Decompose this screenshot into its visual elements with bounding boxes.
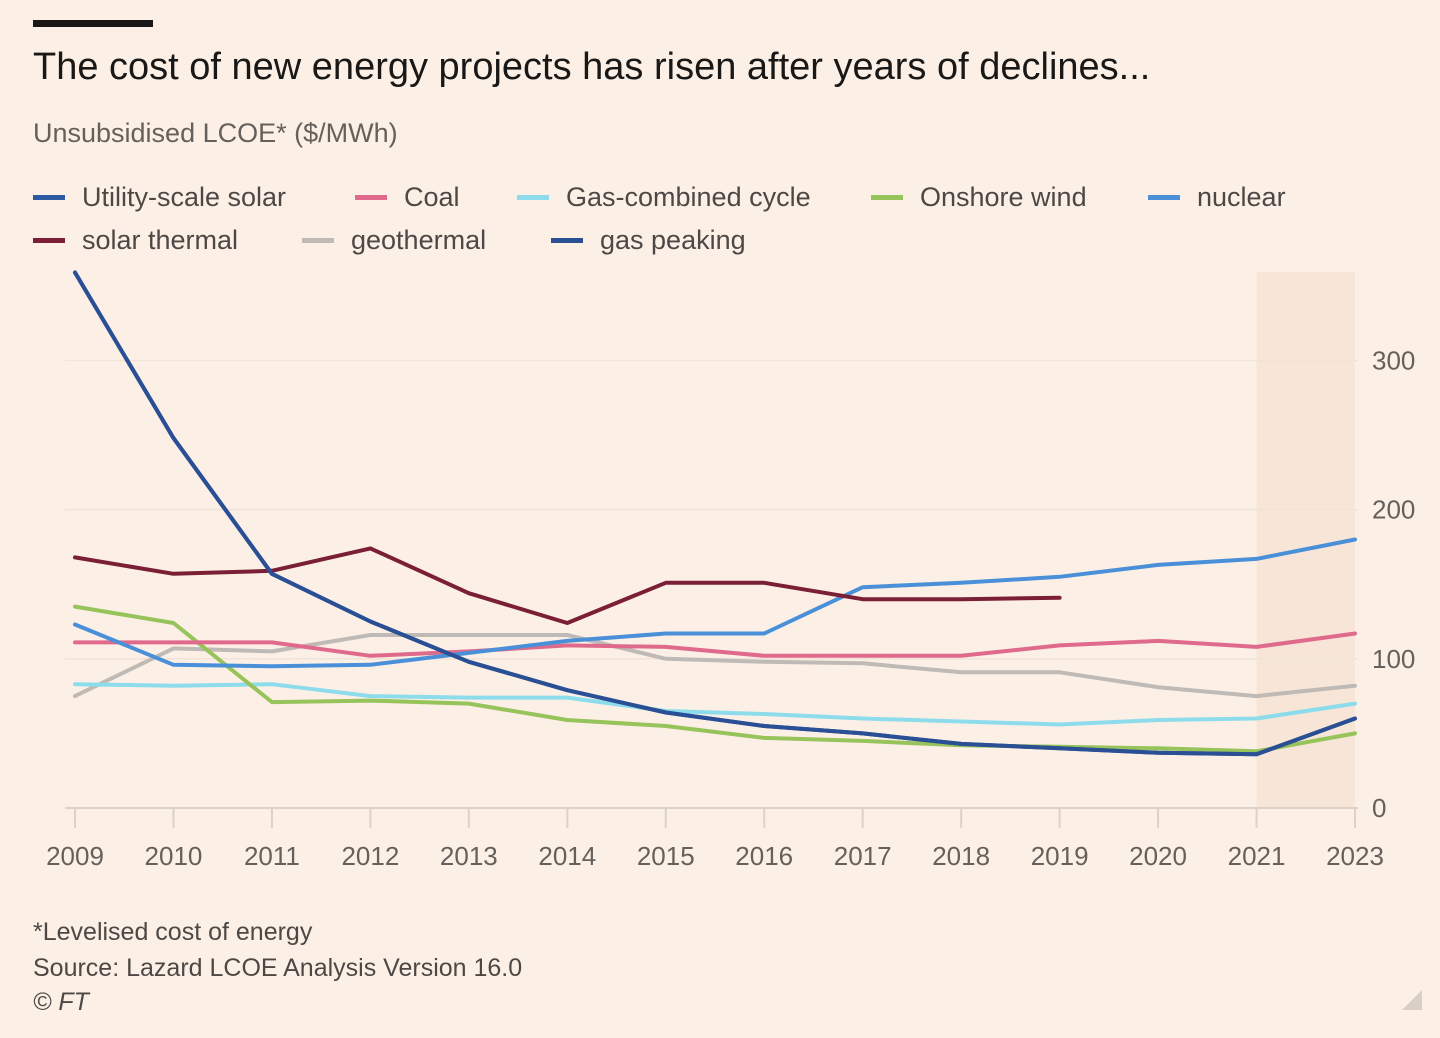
legend-label: Gas-combined cycle [566, 182, 811, 212]
series-line-gas-peaking [73, 270, 1357, 757]
legend-swatch [517, 195, 549, 200]
legend-item-utility-scale-solar: Utility-scale solar [33, 182, 286, 213]
y-tick-label: 300 [1372, 345, 1415, 375]
legend-label: Coal [404, 182, 460, 212]
legend-label: gas peaking [600, 225, 746, 255]
copyright-note: © FT [33, 988, 89, 1016]
legend-item-nuclear: nuclear [1148, 182, 1286, 213]
series-line-onshore-wind [73, 604, 1357, 754]
x-tick-label: 2019 [1031, 841, 1089, 871]
legend-swatch [33, 238, 65, 243]
x-tick-label: 2014 [538, 841, 596, 871]
legend-item-onshore-wind: Onshore wind [871, 182, 1087, 213]
series-line-geothermal [73, 633, 1357, 699]
legend-label: nuclear [1197, 182, 1286, 212]
legend-label: solar thermal [82, 225, 239, 255]
legend-label: Onshore wind [920, 182, 1087, 212]
source-note: Source: Lazard LCOE Analysis Version 16.… [33, 954, 523, 982]
legend-item-gas-peaking: gas peaking [551, 225, 746, 256]
x-tick-label: 2012 [341, 841, 399, 871]
x-tick-label: 2020 [1129, 841, 1187, 871]
x-tick-label: 2018 [932, 841, 990, 871]
legend-item-solar-thermal: solar thermal [33, 225, 238, 256]
legend-swatch [871, 195, 903, 200]
footnote: *Levelised cost of energy [33, 918, 313, 946]
series-line-utility-scale-solar [73, 270, 1357, 757]
legend-label: geothermal [351, 225, 487, 255]
x-tick-label: 2017 [834, 841, 892, 871]
legend-item-gas-combined-cycle: Gas-combined cycle [517, 182, 811, 213]
x-tick-label: 2010 [145, 841, 203, 871]
shaded-period-band [1256, 272, 1355, 808]
chart-title: The cost of new energy projects has rise… [33, 46, 1151, 88]
x-tick-label: 2011 [244, 841, 300, 871]
x-tick-label: 2013 [440, 841, 498, 871]
y-tick-label: 0 [1372, 793, 1386, 823]
x-tick-label: 2016 [735, 841, 793, 871]
series-line-solar-thermal [73, 546, 1062, 625]
legend-swatch [551, 238, 583, 243]
x-tick-label: 2015 [637, 841, 695, 871]
y-tick-label: 200 [1372, 495, 1415, 525]
series-line-nuclear [73, 537, 1357, 669]
series-line-coal [73, 631, 1357, 658]
series-line-gas-combined-cycle [73, 682, 1357, 727]
legend-item-coal: Coal [355, 182, 460, 213]
legend-label: Utility-scale solar [82, 182, 287, 212]
legend-swatch [1148, 195, 1180, 200]
x-tick-label: 2009 [46, 841, 104, 871]
legend-swatch [302, 238, 334, 243]
top-rule [33, 20, 153, 27]
resize-corner-icon [1402, 990, 1422, 1010]
legend-swatch [33, 195, 65, 200]
y-tick-label: 100 [1372, 644, 1415, 674]
legend-swatch [355, 195, 387, 200]
x-tick-label: 2021 [1228, 841, 1286, 871]
x-tick-label: 2023 [1326, 841, 1384, 871]
legend-item-geothermal: geothermal [302, 225, 486, 256]
chart-subtitle: Unsubsidised LCOE* ($/MWh) [33, 118, 398, 148]
